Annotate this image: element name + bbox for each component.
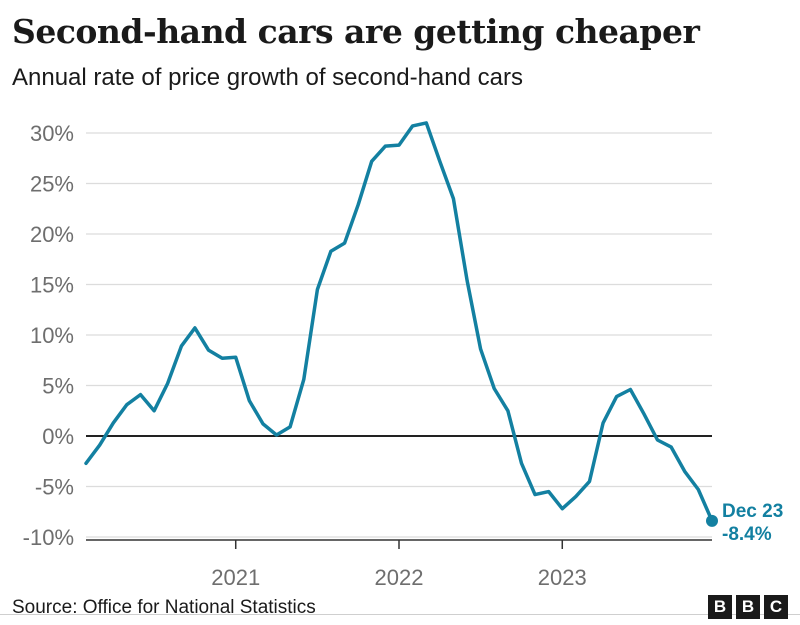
x-axis-ticks: 2021 2022 2023	[211, 540, 587, 590]
bbc-logo: B B C	[708, 595, 788, 619]
y-tick-label: 30%	[30, 121, 74, 146]
series-layer	[84, 121, 718, 527]
series-line	[84, 121, 714, 523]
y-tick-label: 20%	[30, 222, 74, 247]
logo-letter-b2: B	[736, 595, 760, 619]
end-label-date: Dec 23	[722, 501, 783, 522]
y-tick-label: 5%	[42, 374, 74, 399]
x-tick-label: 2022	[375, 565, 424, 590]
y-tick-label: 25%	[30, 172, 74, 197]
y-tick-label: 10%	[30, 323, 74, 348]
chart-subtitle: Annual rate of price growth of second-ha…	[12, 64, 523, 91]
x-tick-label: 2023	[538, 565, 587, 590]
footer-divider	[0, 614, 800, 615]
source-note: Source: Office for National Statistics	[12, 597, 316, 618]
y-tick-label: -5%	[35, 475, 74, 500]
chart-title: Second-hand cars are getting cheaper	[12, 12, 700, 51]
end-label-layer: Dec 23 -8.4%	[722, 501, 783, 545]
logo-letter-c: C	[764, 595, 788, 619]
line-chart: 30%25%20%15%10%5%0%-5%-10% 2021 2022 2023 …	[23, 121, 784, 590]
logo-letter-b1: B	[708, 595, 732, 619]
end-point-marker	[706, 514, 718, 527]
y-tick-label: -10%	[23, 525, 74, 550]
grid-layer	[86, 132, 712, 541]
y-tick-label: 15%	[30, 273, 74, 298]
y-axis-ticks: 30% 25% 20% 15% 10% 5% 0% -5% -10%	[23, 121, 74, 550]
end-label-value: -8.4%	[722, 524, 772, 545]
x-tick-label: 2021	[211, 565, 260, 590]
y-tick-label: 0%	[42, 424, 74, 449]
